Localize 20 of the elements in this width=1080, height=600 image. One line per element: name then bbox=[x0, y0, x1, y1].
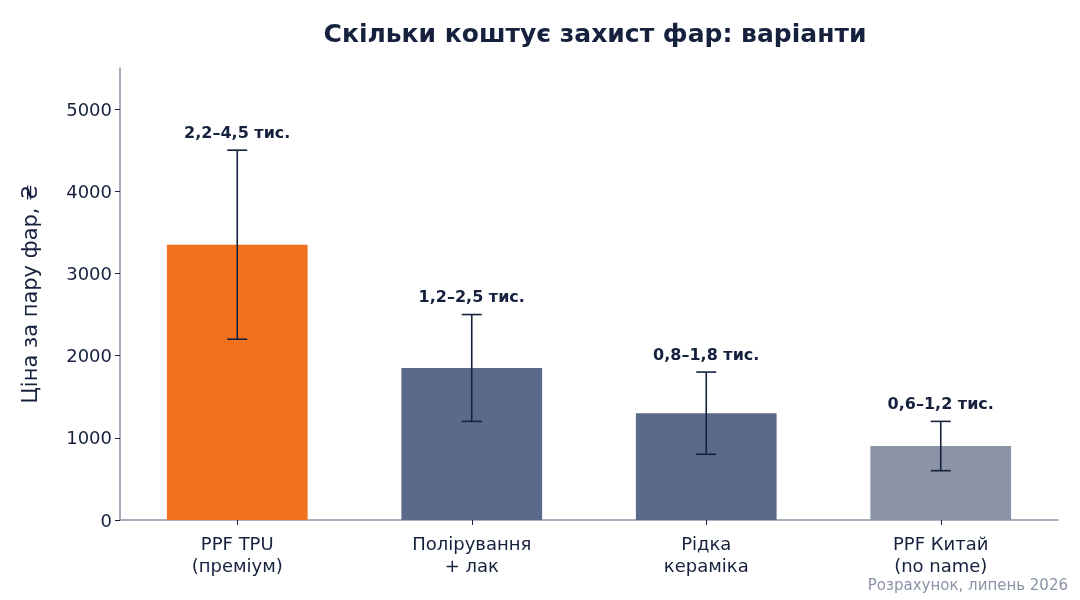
x-tick-label: PPF TPU (преміум) bbox=[191, 532, 283, 576]
annotation: 0,8–1,8 тис. bbox=[653, 344, 760, 364]
bar bbox=[635, 413, 777, 520]
x-tick-label: PPF Китай (no name) bbox=[893, 532, 989, 576]
x-tick-label: Рідка кераміка bbox=[663, 532, 749, 576]
bar bbox=[166, 244, 308, 520]
annotation: 2,2–4,5 тис. bbox=[184, 122, 291, 142]
annotation: 1,2–2,5 тис. bbox=[418, 287, 525, 307]
y-tick-label: 3000 bbox=[66, 262, 112, 284]
text: Розрахунок, липень 2026 bbox=[867, 575, 1069, 594]
annotation: 0,6–1,2 тис. bbox=[887, 393, 994, 413]
chart-title: Скільки коштує захист фар: варіанти bbox=[323, 19, 867, 48]
y-axis-title: Ціна за пару фар, ₴ bbox=[17, 184, 42, 404]
bar bbox=[401, 367, 543, 520]
y-tick-label: 0 bbox=[100, 509, 112, 531]
y-tick-label: 2000 bbox=[66, 345, 112, 367]
x-tick-label: Полірування + лак bbox=[412, 532, 532, 576]
y-tick-label: 5000 bbox=[66, 98, 112, 120]
y-tick-label: 4000 bbox=[66, 180, 112, 202]
y-tick-label: 1000 bbox=[66, 427, 112, 449]
